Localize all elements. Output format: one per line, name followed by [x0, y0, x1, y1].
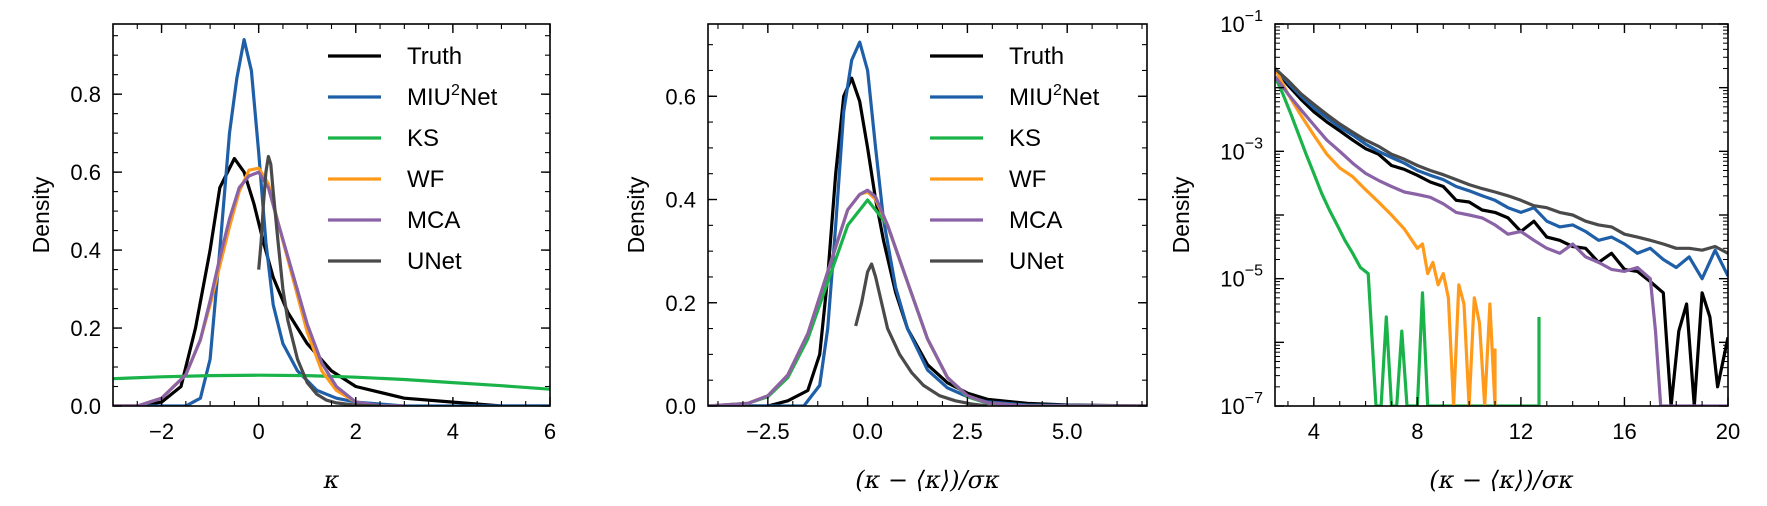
- series-line-wf: [1275, 67, 1497, 406]
- y-tick-label: 0.0: [70, 394, 101, 419]
- legend-text-part: UNet: [1009, 248, 1064, 275]
- x-tick-label: 20: [1716, 419, 1740, 444]
- series-line-mca: [113, 170, 405, 406]
- series-line-ks: [708, 198, 1147, 406]
- panel-kappa-density: −2 0 2 4 60.00.20.40.60.8κDensityTruthMIU2Ne…: [28, 23, 556, 494]
- legend-label-wf: WF: [1009, 166, 1046, 193]
- legend-label-wf: WF: [407, 166, 444, 193]
- y-tick-base: 10: [1220, 394, 1244, 419]
- legend-label-mca: MCA: [1009, 207, 1062, 234]
- series-line-wf: [708, 190, 1147, 406]
- panel-normalized-density: −2.5 0.0 2.5 5.0 0.0 0.2 0.4 0.6 (κ − ⟨κ⟩)/σκ Den…: [623, 23, 1148, 494]
- series-group: [1275, 67, 1728, 406]
- legend: Truth MIU2Net KS WF MCA UNet: [328, 43, 498, 275]
- y-tick-exponent: −5: [1245, 263, 1263, 280]
- legend-text-part: MCA: [1009, 207, 1062, 234]
- legend-label-unet: UNet: [1009, 248, 1064, 275]
- x-tick-label: −2.5: [746, 419, 789, 444]
- x-tick-label: 0: [253, 419, 265, 444]
- legend-label-truth: Truth: [407, 43, 462, 70]
- x-tick-label: 4: [1308, 419, 1320, 444]
- plot-frame: [112, 23, 551, 407]
- legend-label-truth: Truth: [1009, 43, 1064, 70]
- y-tick-label: 0.2: [70, 316, 101, 341]
- series-group: [113, 38, 550, 406]
- x-tick-label: 2.5: [952, 419, 983, 444]
- y-tick-base: 10: [1220, 12, 1244, 37]
- legend-label-miu2net: MIU2Net: [407, 82, 498, 111]
- series-line-unet: [257, 154, 381, 406]
- legend-text-part: KS: [407, 125, 439, 152]
- x-axis-label: κ: [323, 466, 340, 494]
- series-line-truth: [708, 76, 1147, 406]
- x-tick-label: 0.0: [852, 419, 883, 444]
- plot-frame: [707, 23, 1148, 407]
- series-line-miu2net: [113, 38, 550, 406]
- y-tick-label: 10−5: [1220, 263, 1263, 292]
- y-tick-exponent: −3: [1245, 135, 1263, 152]
- legend: Truth MIU2Net KS WF MCA UNet: [930, 43, 1100, 275]
- y-axis-label: Density: [1168, 176, 1194, 253]
- legend-text-part: Truth: [407, 43, 462, 70]
- legend-text-part: Net: [1062, 84, 1100, 111]
- series-line-ks: [1275, 75, 1541, 406]
- legend-text-part: KS: [1009, 125, 1041, 152]
- y-axis-label: Density: [623, 176, 649, 253]
- legend-text-part: Net: [460, 84, 498, 111]
- y-tick-exponent: −1: [1245, 8, 1263, 25]
- x-axis-label: (κ − ⟨κ⟩)/σκ: [855, 466, 1000, 494]
- x-tick-label: 5.0: [1052, 419, 1083, 444]
- legend-label-ks: KS: [407, 125, 439, 152]
- y-tick-label: 0.0: [665, 394, 696, 419]
- y-tick-label: 0.2: [665, 291, 696, 316]
- y-tick-label: 10−1: [1220, 8, 1263, 37]
- legend-superscript: 2: [1053, 82, 1062, 99]
- y-tick-label: 10−3: [1220, 135, 1263, 164]
- x-tick-label: 16: [1612, 419, 1636, 444]
- y-tick-base: 10: [1220, 139, 1244, 164]
- series-line-truth: [113, 156, 550, 406]
- series-line-wf: [113, 166, 405, 406]
- series-line-mca: [1275, 75, 1728, 406]
- legend-label-mca: MCA: [407, 207, 460, 234]
- x-tick-label: −2: [149, 419, 174, 444]
- legend-text-part: UNet: [407, 248, 462, 275]
- legend-superscript: 2: [451, 82, 460, 99]
- x-tick-label: 12: [1509, 419, 1533, 444]
- x-tick-label: 4: [447, 419, 459, 444]
- legend-label-unet: UNet: [407, 248, 462, 275]
- legend-text-part: WF: [407, 166, 444, 193]
- x-tick-label: 6: [544, 419, 556, 444]
- legend-label-miu2net: MIU2Net: [1009, 82, 1100, 111]
- legend-text-part: Truth: [1009, 43, 1064, 70]
- y-tick-exponent: −7: [1245, 390, 1263, 407]
- series-line-unet: [1275, 67, 1728, 255]
- series-group: [708, 40, 1147, 406]
- y-tick-label: 0.6: [70, 160, 101, 185]
- y-tick-label: 0.6: [665, 84, 696, 109]
- y-tick-label: 0.8: [70, 82, 101, 107]
- y-tick-base: 10: [1220, 267, 1244, 292]
- x-tick-label: 8: [1411, 419, 1423, 444]
- legend-text-part: MIU: [1009, 84, 1053, 111]
- y-tick-label: 0.4: [665, 188, 696, 213]
- x-tick-label: 2: [350, 419, 362, 444]
- legend-label-ks: KS: [1009, 125, 1041, 152]
- legend-text-part: MCA: [407, 207, 460, 234]
- y-tick-label: 10−7: [1220, 390, 1263, 419]
- legend-text-part: MIU: [407, 84, 451, 111]
- y-axis-label: Density: [28, 176, 54, 253]
- legend-text-part: WF: [1009, 166, 1046, 193]
- series-line-unet: [854, 262, 988, 406]
- y-tick-label: 0.4: [70, 238, 101, 263]
- x-axis-label: (κ − ⟨κ⟩)/σκ: [1429, 466, 1574, 494]
- series-line-mca: [708, 188, 1147, 406]
- series-line-miu2net: [1275, 67, 1728, 281]
